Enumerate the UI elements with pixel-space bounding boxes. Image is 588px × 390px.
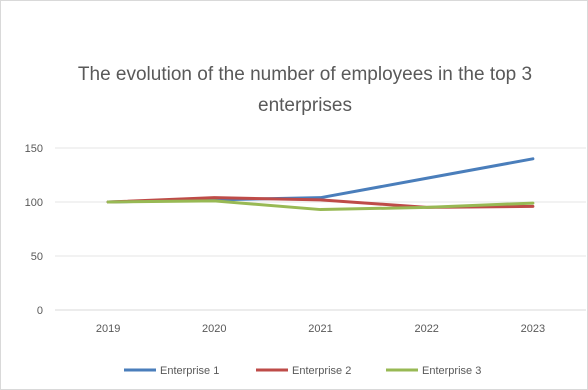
x-tick-label: 2023 bbox=[521, 323, 545, 335]
x-tick-label: 2019 bbox=[96, 323, 120, 335]
legend-label: Enterprise 1 bbox=[160, 365, 219, 377]
y-tick-label: 150 bbox=[25, 143, 43, 155]
x-tick-label: 2022 bbox=[414, 323, 438, 335]
x-tick-label: 2020 bbox=[202, 323, 226, 335]
y-tick-label: 0 bbox=[37, 305, 43, 317]
series-line-3 bbox=[106, 199, 535, 212]
legend-label: Enterprise 3 bbox=[422, 365, 481, 377]
legend-label: Enterprise 2 bbox=[292, 365, 351, 377]
y-tick-label: 50 bbox=[31, 251, 43, 263]
x-tick-label: 2021 bbox=[308, 323, 332, 335]
chart-title: The evolution of the number of employees… bbox=[77, 64, 533, 116]
series-line-1 bbox=[106, 157, 535, 204]
y-tick-label: 100 bbox=[25, 197, 43, 209]
